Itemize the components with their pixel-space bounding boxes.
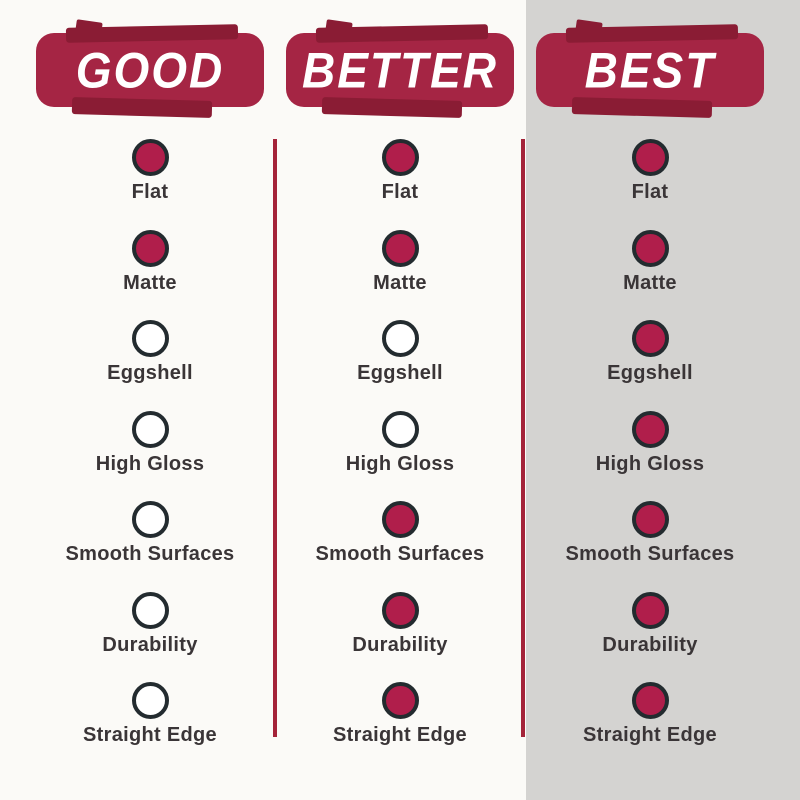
good-feature-list: Flat Matte Eggshell High Gloss Smooth Surfac…	[25, 139, 275, 773]
rating-dot-filled-icon	[381, 501, 419, 538]
rating-dot-empty-icon	[131, 320, 169, 357]
feature-row: Flat	[275, 139, 525, 230]
feature-label: Flat	[381, 181, 419, 203]
column-divider-better-best	[521, 139, 525, 737]
rating-dot-empty-icon	[381, 320, 419, 357]
feature-row: Eggshell	[25, 320, 275, 411]
rating-dot-filled-icon	[631, 320, 669, 357]
rating-dot-empty-icon	[381, 410, 419, 448]
feature-label: Matte	[123, 271, 177, 294]
rating-dot-filled-icon	[631, 139, 669, 176]
feature-label: Straight Edge	[583, 724, 717, 746]
best-banner-title: BEST	[584, 41, 716, 99]
feature-label: Matte	[623, 271, 677, 294]
best-column-highlight-panel	[526, 0, 800, 800]
feature-label: Eggshell	[357, 362, 443, 384]
feature-label: High Gloss	[345, 452, 455, 475]
feature-row: High Gloss	[275, 410, 525, 502]
feature-label: High Gloss	[595, 452, 705, 475]
column-good: GOOD Flat Matte Eggshell High Gloss Smooth S…	[25, 0, 275, 800]
best-feature-list: Flat Matte Eggshell High Gloss Smooth Surfac…	[525, 139, 775, 773]
feature-label: Straight Edge	[333, 724, 467, 746]
feature-row: Smooth Surfaces	[525, 501, 775, 592]
feature-label: Flat	[631, 181, 669, 203]
feature-label: Durability	[602, 633, 698, 656]
rating-dot-filled-icon	[631, 229, 669, 267]
feature-row: Matte	[525, 229, 775, 321]
feature-row: Straight Edge	[25, 682, 275, 773]
feature-label: Eggshell	[107, 362, 193, 384]
rating-dot-filled-icon	[381, 591, 419, 629]
feature-label: Straight Edge	[83, 724, 217, 746]
feature-row: Smooth Surfaces	[275, 501, 525, 592]
rating-dot-filled-icon	[131, 139, 169, 176]
rating-dot-empty-icon	[131, 682, 169, 719]
feature-row: Straight Edge	[525, 682, 775, 773]
feature-label: Matte	[373, 271, 427, 294]
feature-row: Eggshell	[525, 320, 775, 411]
brush-stroke-icon	[71, 97, 213, 118]
rating-dot-filled-icon	[381, 229, 419, 267]
column-better: BETTER Flat Matte Eggshell High Gloss Smooth…	[275, 0, 525, 800]
better-feature-list: Flat Matte Eggshell High Gloss Smooth Surfac…	[275, 139, 525, 773]
best-banner: BEST	[536, 19, 764, 118]
feature-row: Matte	[275, 229, 525, 321]
brush-stroke-icon	[571, 97, 713, 118]
rating-dot-filled-icon	[631, 591, 669, 629]
good-banner: GOOD	[36, 19, 264, 118]
good-banner-title: GOOD	[75, 41, 225, 99]
rating-dot-filled-icon	[131, 229, 169, 267]
feature-label: High Gloss	[95, 452, 205, 475]
rating-dot-filled-icon	[381, 682, 419, 719]
column-best: BEST Flat Matte Eggshell High Gloss Smooth S…	[525, 0, 775, 800]
rating-dot-filled-icon	[631, 682, 669, 719]
feature-row: Flat	[525, 139, 775, 230]
feature-row: High Gloss	[25, 410, 275, 502]
feature-row: Flat	[25, 139, 275, 230]
column-divider-good-better	[273, 139, 277, 737]
feature-row: High Gloss	[525, 410, 775, 502]
better-banner-title: BETTER	[302, 41, 498, 99]
rating-dot-empty-icon	[131, 410, 169, 448]
feature-row: Eggshell	[275, 320, 525, 411]
brush-stroke-icon	[321, 97, 463, 118]
feature-row: Durability	[275, 591, 525, 683]
feature-label: Durability	[102, 633, 198, 656]
better-banner: BETTER	[286, 19, 514, 118]
feature-label: Smooth Surfaces	[565, 543, 735, 565]
rating-dot-empty-icon	[131, 591, 169, 629]
rating-dot-filled-icon	[631, 501, 669, 538]
rating-dot-empty-icon	[131, 501, 169, 538]
feature-row: Matte	[25, 229, 275, 321]
feature-label: Smooth Surfaces	[315, 543, 485, 565]
feature-label: Smooth Surfaces	[65, 543, 235, 565]
feature-row: Smooth Surfaces	[25, 501, 275, 592]
feature-row: Durability	[525, 591, 775, 683]
feature-label: Eggshell	[607, 362, 693, 384]
feature-row: Durability	[25, 591, 275, 683]
feature-label: Flat	[131, 181, 169, 203]
feature-row: Straight Edge	[275, 682, 525, 773]
rating-dot-filled-icon	[381, 139, 419, 176]
rating-dot-filled-icon	[631, 410, 669, 448]
feature-label: Durability	[352, 633, 448, 656]
